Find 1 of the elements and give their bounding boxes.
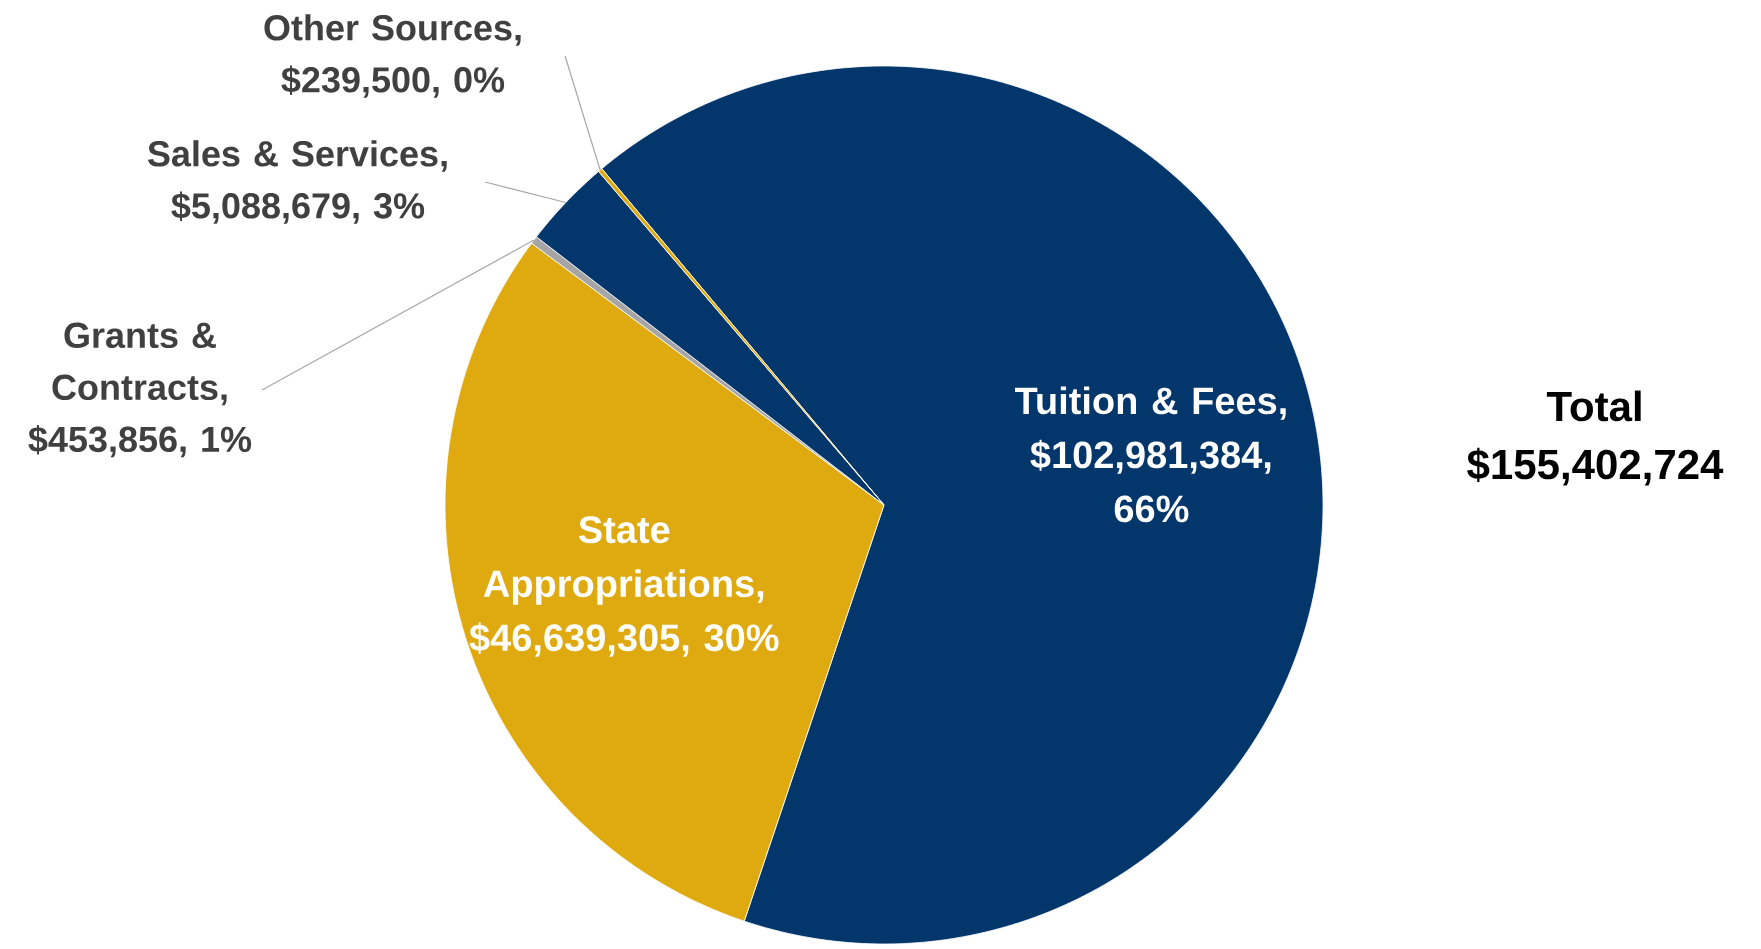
text: Total $155,402,724	[1467, 390, 1724, 486]
